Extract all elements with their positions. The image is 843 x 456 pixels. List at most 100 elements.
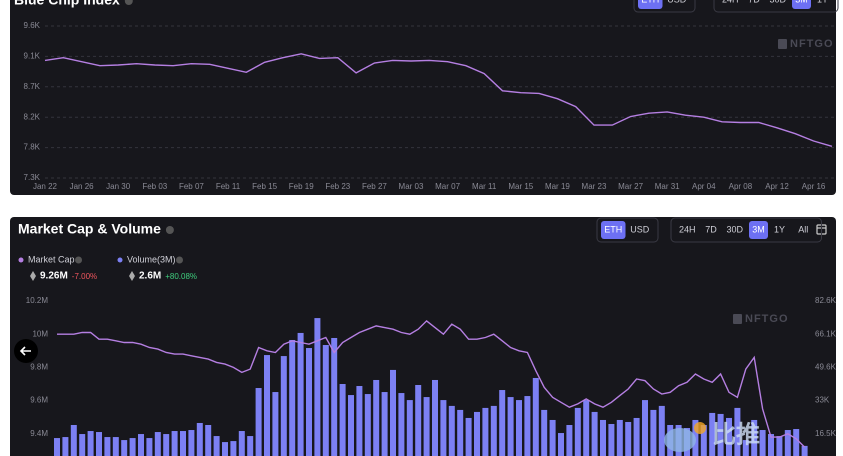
button-label[interactable]: ETH [604, 224, 622, 234]
x-tick-label: Apr 04 [692, 182, 716, 191]
button-label[interactable]: 3M [752, 224, 765, 234]
bar [289, 339, 296, 456]
chart-title: Market Cap & Volume [18, 221, 161, 237]
back-arrow [19, 346, 31, 356]
bar [742, 440, 749, 456]
x-tick-label: Jan 22 [33, 182, 58, 191]
logo-bird [664, 428, 696, 452]
y2-tick-label: 16.5K [815, 429, 837, 438]
bar [415, 385, 422, 456]
bar [112, 437, 119, 456]
bar [129, 438, 136, 456]
bar [62, 437, 69, 456]
bar [768, 434, 774, 456]
bar [440, 400, 447, 456]
button-group [596, 217, 659, 243]
logo-coin [694, 422, 706, 434]
bar [264, 355, 270, 456]
bar [406, 400, 413, 456]
x-tick-label: Mar 31 [655, 182, 680, 191]
bar [205, 424, 212, 456]
y-tick-label: 10M [32, 329, 48, 338]
bar [213, 436, 220, 456]
bar [524, 396, 531, 456]
bar [390, 369, 396, 456]
x-tick-label: Mar 15 [508, 182, 533, 191]
bar [717, 413, 724, 456]
bar [574, 407, 581, 456]
y-tick-label: 9.6K [24, 21, 41, 30]
bar [448, 405, 455, 456]
bar [474, 411, 480, 456]
info-icon [165, 226, 174, 234]
bar [381, 392, 388, 456]
bar [196, 422, 203, 456]
button-label[interactable]: USD [667, 0, 687, 4]
bar [238, 431, 245, 456]
y2-tick-label: 49.6K [815, 363, 837, 372]
bar [171, 431, 178, 456]
toggle-button[interactable] [749, 221, 768, 239]
watermark: NFTGO [790, 38, 834, 50]
legend-summary: 9.26M [40, 271, 68, 282]
bar [104, 437, 111, 456]
button-label[interactable]: 24H [722, 0, 739, 4]
button-label[interactable]: 7D [705, 224, 717, 234]
button-label[interactable]: ETH [641, 0, 659, 4]
button-group [670, 217, 822, 243]
x-tick-label: Mar 07 [435, 182, 460, 191]
bar [600, 419, 606, 456]
bar [280, 356, 287, 456]
button-label[interactable]: 1Y [817, 0, 828, 4]
bar [658, 405, 665, 456]
eth-icon [30, 271, 36, 281]
button-label[interactable]: 30D [726, 224, 743, 234]
bar [507, 397, 514, 456]
bar [566, 424, 573, 456]
watermark-icon [778, 39, 787, 49]
bar [558, 433, 564, 456]
x-tick-label: Apr 16 [802, 182, 826, 191]
bar [700, 424, 707, 456]
toggle-button[interactable] [638, 0, 663, 9]
bar [616, 419, 623, 456]
bar [222, 442, 228, 456]
eth-icon [129, 271, 135, 281]
x-tick-label: Feb 23 [325, 182, 350, 191]
button-label[interactable]: 1Y [774, 224, 785, 234]
button-label[interactable]: 30D [769, 0, 786, 4]
bar [322, 345, 329, 456]
bar [87, 431, 94, 456]
bar [608, 423, 615, 456]
x-tick-label: Mar 03 [399, 182, 424, 191]
line [44, 53, 833, 147]
bar [541, 409, 548, 456]
bar [801, 445, 808, 456]
x-tick-label: Mar 23 [582, 182, 607, 191]
button-group [713, 0, 839, 13]
button-label[interactable]: All [798, 224, 808, 234]
legend-change: -7.00% [72, 272, 97, 281]
button-label[interactable]: 3M [795, 0, 808, 4]
bar [70, 424, 77, 456]
x-tick-label: Jan 30 [106, 182, 131, 191]
button-label[interactable]: USD [630, 224, 650, 234]
toggle-button[interactable] [601, 221, 626, 239]
button-label[interactable]: 24H [679, 224, 696, 234]
watermark-icon [733, 314, 742, 324]
bar [532, 377, 539, 456]
x-tick-label: Feb 03 [142, 182, 167, 191]
bar [255, 388, 262, 456]
index-panel [10, 0, 836, 195]
bar [138, 434, 144, 456]
bar [314, 318, 321, 456]
x-tick-label: Feb 15 [252, 182, 277, 191]
y-tick-label: 9.4M [30, 429, 48, 438]
toggle-button[interactable] [792, 0, 811, 9]
bar [188, 430, 195, 456]
bar [482, 407, 489, 456]
button-label[interactable]: 7D [748, 0, 760, 4]
bar [297, 332, 304, 456]
overlay-logo: 比推 [664, 421, 760, 452]
